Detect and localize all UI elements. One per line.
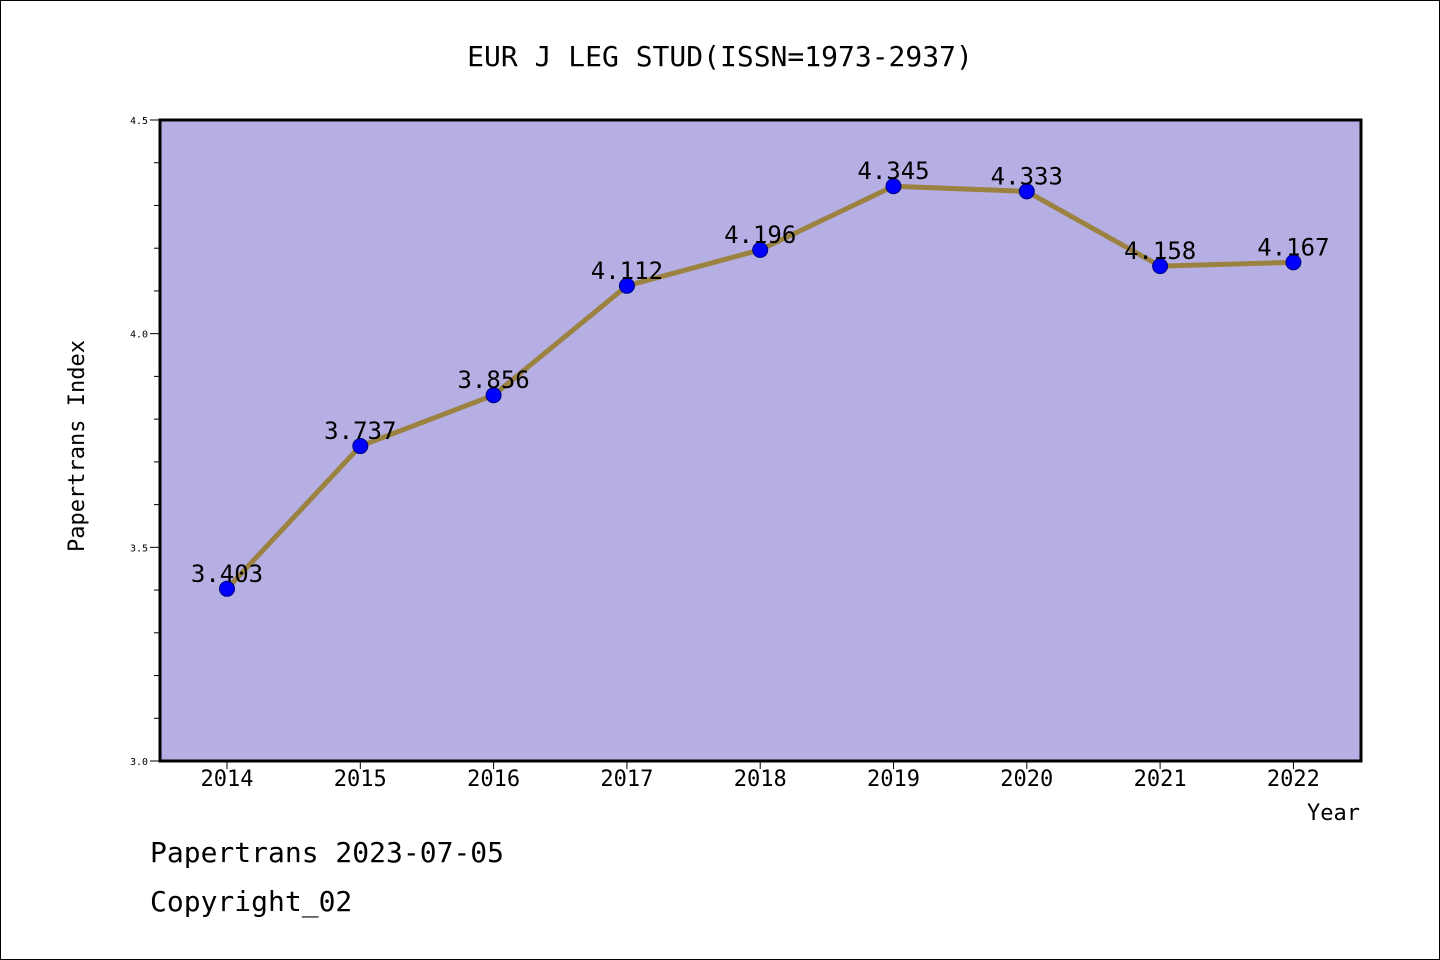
x-tick-label: 2017 [600, 767, 653, 792]
data-label-2021: 4.158 [1124, 237, 1196, 265]
x-axis-label: Year [1307, 801, 1360, 826]
footer-date: Papertrans 2023-07-05 [150, 836, 505, 869]
x-tick-label: 2019 [867, 767, 920, 792]
y-axis: 3.0 3.5 4.0 4.5 [130, 116, 160, 768]
x-tick-label: 2014 [201, 767, 254, 792]
data-label-2019: 4.345 [857, 157, 929, 185]
data-point-2019 [885, 178, 902, 195]
data-point-2017 [618, 277, 635, 294]
data-label-2018: 4.196 [724, 221, 796, 249]
x-axis: 2014 2015 2016 2017 2018 2019 2020 2021 2022 [201, 761, 1320, 792]
y-tick-label: 3.5 [130, 543, 148, 554]
y-tick-label: 4.5 [130, 116, 148, 127]
x-tick-label: 2015 [334, 767, 387, 792]
data-label-2015: 3.737 [324, 417, 396, 445]
data-point-2016 [485, 387, 502, 404]
data-labels: 3.403 3.737 3.856 4.112 4.196 4.345 4.333 4.158… [191, 157, 1330, 588]
data-label-2022: 4.167 [1257, 233, 1329, 261]
data-label-2017: 4.112 [591, 257, 663, 285]
series-markers [219, 178, 1302, 597]
chart-title: EUR J LEG STUD(ISSN=1973-2937) [467, 40, 973, 73]
y-axis-label: Papertrans Index [65, 340, 90, 552]
x-tick-label: 2021 [1134, 767, 1187, 792]
data-point-2021 [1152, 258, 1169, 275]
data-point-2022 [1285, 254, 1302, 271]
data-label-2014: 3.403 [191, 560, 263, 588]
data-label-2016: 3.856 [457, 366, 529, 394]
x-tick-label: 2020 [1000, 767, 1053, 792]
data-label-2020: 4.333 [991, 162, 1063, 190]
data-point-2020 [1018, 183, 1035, 200]
x-tick-label: 2018 [734, 767, 787, 792]
data-point-2014 [219, 580, 235, 597]
x-tick-label: 2022 [1267, 767, 1320, 792]
data-point-2015 [352, 438, 369, 455]
data-point-2018 [752, 241, 769, 258]
x-tick-label: 2016 [467, 767, 520, 792]
footer-copyright: Copyright_02 [150, 885, 353, 918]
y-tick-label: 3.0 [130, 757, 148, 768]
y-tick-label: 4.0 [130, 330, 148, 341]
